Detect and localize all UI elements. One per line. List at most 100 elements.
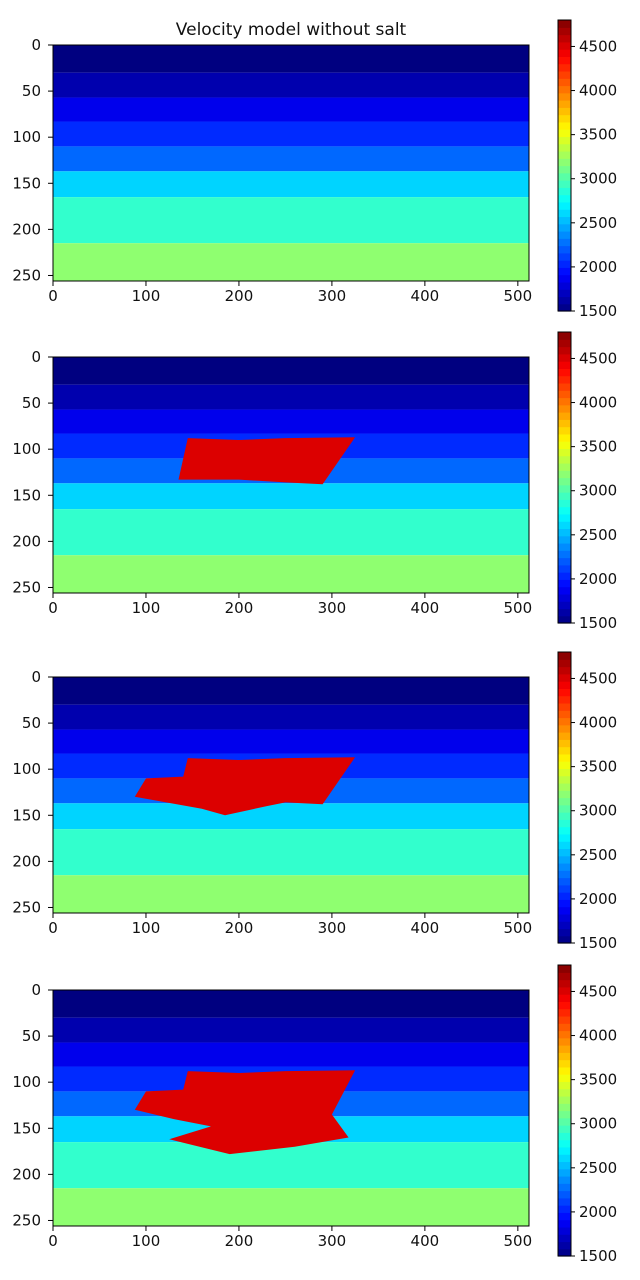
colorbar-segment — [558, 790, 571, 799]
x-tick-label: 300 — [318, 287, 347, 305]
colorbar-segment — [558, 441, 571, 449]
colorbar-segment — [558, 412, 571, 420]
colorbar-segment — [558, 346, 571, 355]
colorbar-segment — [558, 994, 571, 1002]
plot-frame — [52, 356, 530, 594]
colorbar-segment — [558, 921, 571, 930]
colorbar-tick-label: 2500 — [579, 846, 617, 864]
colorbar-segment — [558, 695, 571, 704]
colorbar-segment — [558, 855, 571, 864]
colorbar-tick-label: 4000 — [579, 394, 617, 412]
y-tick-label: 200 — [12, 1165, 41, 1183]
colorbar-segment — [558, 535, 571, 544]
colorbar-frame — [557, 19, 572, 312]
velocity-layer-7 — [53, 509, 529, 556]
colorbar-segment — [558, 260, 571, 268]
colorbar-segment — [558, 1175, 571, 1184]
colorbar-segment — [558, 521, 571, 530]
colorbar-segment — [558, 332, 571, 340]
plot-frame — [52, 989, 530, 1227]
colorbar-segment — [558, 1197, 571, 1206]
colorbar-segment — [558, 1037, 571, 1046]
colorbar-segment — [558, 913, 571, 922]
colorbar-segment — [558, 1183, 571, 1192]
colorbar-tick-label: 2000 — [579, 890, 617, 908]
colorbar-segment — [558, 906, 571, 915]
velocity-layer-8 — [53, 875, 529, 913]
colorbar-segment — [558, 245, 571, 254]
colorbar-segment — [558, 608, 571, 617]
colorbar-tick-label: 3000 — [579, 170, 617, 188]
colorbar-segment — [558, 528, 571, 537]
colorbar-segment — [558, 281, 571, 290]
colorbar-segment — [558, 34, 571, 43]
salt-body — [134, 1070, 356, 1155]
velocity-layer-6 — [53, 803, 529, 830]
colorbar-segment — [558, 819, 571, 828]
colorbar-segment — [558, 513, 571, 522]
colorbar-segment — [558, 85, 571, 94]
colorbar-tick-label: 3500 — [579, 126, 617, 144]
colorbar-segment — [558, 180, 571, 188]
colorbar-segment — [558, 666, 571, 675]
colorbar-segment — [558, 572, 571, 580]
colorbar-tick-label: 3000 — [579, 482, 617, 500]
colorbar-segment — [558, 1161, 571, 1170]
velocity-layer-2 — [53, 704, 529, 730]
colorbar-segment — [558, 884, 571, 893]
velocity-layer-8 — [53, 555, 529, 593]
colorbar-segment — [558, 564, 571, 573]
colorbar-segment — [558, 1226, 571, 1235]
colorbar-segment — [558, 216, 571, 225]
y-tick-label: 0 — [31, 981, 41, 999]
colorbar-segment — [558, 841, 571, 850]
velocity-layer-3 — [53, 409, 529, 434]
colorbar-segment — [558, 20, 571, 28]
colorbar-segment — [558, 150, 571, 159]
x-tick-label: 500 — [504, 919, 533, 937]
velocity-layer-7 — [53, 197, 529, 244]
colorbar-segment — [558, 223, 571, 232]
colorbar-segment — [558, 870, 571, 879]
colorbar-tick-label: 1500 — [579, 614, 617, 632]
colorbar-tick-label: 1500 — [579, 1247, 617, 1265]
x-tick-label: 400 — [411, 919, 440, 937]
colorbar-segment — [558, 499, 571, 508]
x-tick-label: 500 — [504, 287, 533, 305]
colorbar-segment — [558, 27, 571, 36]
x-tick-label: 100 — [132, 599, 161, 617]
colorbar-tick-label: 4500 — [579, 37, 617, 55]
colorbar-tick-label: 4500 — [579, 982, 617, 1000]
x-tick-label: 300 — [318, 919, 347, 937]
colorbar-segment — [558, 1059, 571, 1068]
y-tick-label: 250 — [12, 578, 41, 596]
y-tick-label: 250 — [12, 266, 41, 284]
x-tick-label: 0 — [48, 919, 58, 937]
y-tick-label: 200 — [12, 532, 41, 550]
colorbar-segment — [558, 303, 571, 312]
colorbar-segment — [558, 659, 571, 668]
colorbar-segment — [558, 972, 571, 981]
velocity-layer-7 — [53, 1142, 529, 1189]
colorbar-segment — [558, 557, 571, 566]
colorbar-segment — [558, 1103, 571, 1112]
colorbar-segment — [558, 143, 571, 152]
x-tick-label: 300 — [318, 1232, 347, 1250]
colorbar-segment — [558, 681, 571, 689]
colorbar-segment — [558, 492, 571, 500]
colorbar-segment — [558, 593, 571, 602]
colorbar-segment — [558, 775, 571, 784]
colorbar-segment — [558, 615, 571, 624]
y-tick-label: 0 — [31, 668, 41, 686]
x-tick-label: 0 — [48, 599, 58, 617]
colorbar-segment — [558, 1015, 571, 1024]
colorbar-segment — [558, 375, 571, 384]
colorbar-segment — [558, 506, 571, 515]
colorbar-frame — [557, 651, 572, 944]
colorbar-segment — [558, 804, 571, 813]
velocity-layer-6 — [53, 171, 529, 198]
colorbar-tick-label: 4500 — [579, 669, 617, 687]
colorbar-segment — [558, 63, 571, 72]
colorbar-segment — [558, 165, 571, 174]
colorbar-tick-label: 4000 — [579, 714, 617, 732]
